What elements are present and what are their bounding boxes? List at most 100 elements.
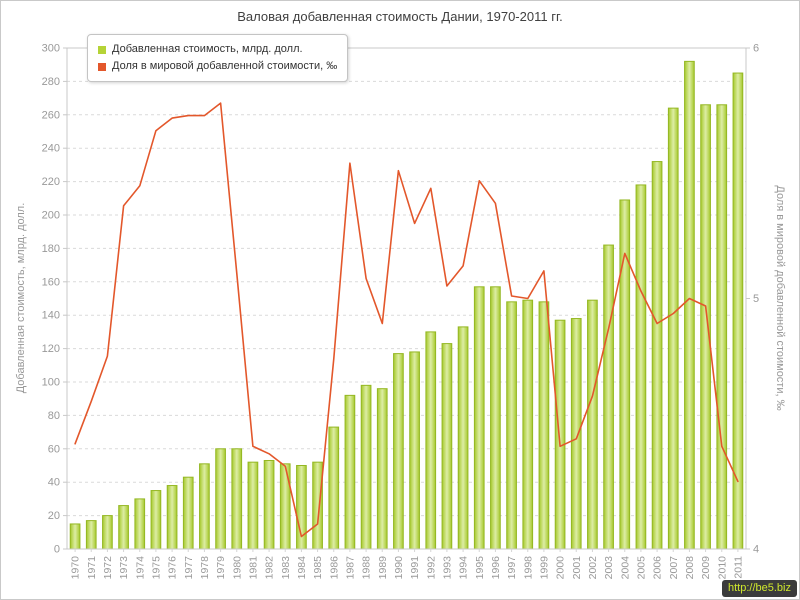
bar-1978[interactable]: [199, 463, 210, 550]
left-tick-label: 80: [48, 410, 60, 422]
bar-2002[interactable]: [587, 299, 598, 550]
legend-label-share: Доля в мировой добавленной стоимости, ‰: [112, 60, 338, 72]
x-tick-label: 1979: [215, 556, 227, 580]
bar-2006[interactable]: [651, 161, 663, 550]
left-tick-label: 180: [42, 243, 60, 255]
legend-item-share[interactable]: Доля в мировой добавленной стоимости, ‰: [98, 58, 337, 75]
bar-1979[interactable]: [215, 448, 226, 550]
share-line[interactable]: [74, 102, 739, 538]
bar-2007[interactable]: [667, 107, 679, 550]
bar-1998[interactable]: [522, 299, 534, 550]
right-axis: 4 5 6: [746, 43, 759, 556]
x-tick-label: 2002: [587, 556, 599, 580]
x-tick-label: 1971: [86, 556, 98, 580]
x-tick-label: 1983: [280, 556, 292, 580]
x-tick-label: 1993: [441, 556, 453, 580]
x-tick-label: 1984: [296, 556, 308, 580]
x-tick-label: 1991: [409, 556, 421, 580]
x-tick-label: 1977: [183, 556, 195, 580]
bar-2003[interactable]: [603, 244, 614, 550]
x-tick-label: 1982: [264, 556, 276, 580]
x-tick-label: 2011: [732, 556, 744, 579]
left-tick-label: 280: [42, 76, 60, 88]
bar-1991[interactable]: [409, 351, 420, 550]
bar-2010[interactable]: [716, 104, 728, 550]
bar-1982[interactable]: [263, 459, 275, 550]
x-tick-label: 1973: [118, 556, 130, 580]
chart-title: Валовая добавленная стоимость Дании, 197…: [237, 9, 563, 24]
left-tick-label: 240: [42, 143, 60, 155]
x-tick-label: 2004: [619, 556, 631, 580]
bar-1975[interactable]: [150, 490, 162, 550]
x-tick-label: 1976: [167, 556, 179, 580]
left-tick-label: 300: [42, 43, 60, 55]
right-axis-title: Доля в мировой добавленной стоимости, ‰: [774, 185, 786, 411]
left-axis: 0 20 40 60 80 100 120 140 160 180 200 220 240 260 280 3…: [42, 43, 67, 556]
bar-2005[interactable]: [635, 184, 647, 550]
x-tick-label: 1996: [490, 556, 502, 580]
right-tick-label: 5: [753, 293, 759, 305]
bar-1996[interactable]: [490, 286, 501, 550]
bar-1974[interactable]: [134, 498, 146, 550]
right-tick-label: 6: [753, 43, 759, 55]
bar-1972[interactable]: [102, 515, 113, 550]
bar-1970[interactable]: [69, 523, 81, 550]
x-tick-label: 2009: [700, 556, 712, 580]
watermark-link[interactable]: http://be5.biz: [722, 580, 797, 597]
x-tick-label: 1992: [425, 556, 437, 580]
x-tick-label: 2008: [684, 556, 696, 580]
x-tick-label: 1987: [344, 556, 356, 580]
bar-1988[interactable]: [360, 384, 372, 550]
legend: Добавленная стоимость, млрд. долл. Доля …: [87, 34, 349, 82]
bar-1993[interactable]: [441, 343, 453, 550]
bar-1989[interactable]: [376, 388, 388, 550]
bar-1983[interactable]: [279, 463, 291, 550]
bar-1971[interactable]: [85, 520, 97, 550]
bar-1992[interactable]: [425, 331, 437, 550]
x-tick-label: 2006: [652, 556, 664, 580]
x-tick-label: 1972: [102, 556, 114, 580]
bar-1985[interactable]: [312, 461, 323, 550]
bar-1980[interactable]: [231, 448, 243, 550]
left-tick-label: 40: [48, 477, 60, 489]
bar-1986[interactable]: [328, 426, 340, 550]
right-tick-label: 4: [753, 544, 759, 556]
bar-1995[interactable]: [473, 286, 485, 550]
bar-2001[interactable]: [570, 318, 582, 550]
left-tick-label: 260: [42, 109, 60, 121]
left-tick-label: 140: [42, 310, 60, 322]
x-tick-label: 1999: [538, 556, 550, 580]
left-axis-title: Добавленная стоимость, млрд. долл.: [15, 202, 27, 394]
bar-2011[interactable]: [732, 72, 744, 550]
bar-2004[interactable]: [619, 199, 631, 550]
x-tick-label: 2000: [555, 556, 567, 580]
bar-2008[interactable]: [684, 60, 695, 550]
gridlines: [67, 80, 746, 517]
x-tick-label: 1980: [231, 556, 243, 580]
bar-1976[interactable]: [166, 485, 178, 550]
bar-1987[interactable]: [344, 394, 356, 550]
x-tick-label: 1990: [393, 556, 405, 580]
left-tick-label: 220: [42, 176, 60, 188]
legend-marker-value-icon: [98, 45, 106, 54]
bar-2000[interactable]: [554, 319, 566, 550]
bar-2009[interactable]: [700, 104, 711, 550]
x-tick-label: 1997: [506, 556, 518, 580]
bar-1994[interactable]: [457, 326, 469, 550]
bar-1990[interactable]: [393, 353, 404, 550]
bar-1999[interactable]: [538, 301, 550, 550]
x-tick-label: 1970: [70, 556, 82, 580]
x-tick-label: 1986: [328, 556, 340, 580]
left-tick-label: 60: [48, 443, 60, 455]
bar-1977[interactable]: [182, 476, 194, 550]
bar-1981[interactable]: [247, 461, 259, 550]
bar-1973[interactable]: [118, 505, 129, 550]
bar-1997[interactable]: [506, 301, 517, 550]
x-tick-label: 2003: [603, 556, 615, 580]
left-tick-label: 200: [42, 210, 60, 222]
x-tick-label: 1994: [458, 556, 470, 580]
x-tick-label: 1974: [134, 556, 146, 580]
legend-label-value: Добавленная стоимость, млрд. долл.: [112, 43, 303, 55]
legend-item-value[interactable]: Добавленная стоимость, млрд. долл.: [98, 41, 337, 58]
